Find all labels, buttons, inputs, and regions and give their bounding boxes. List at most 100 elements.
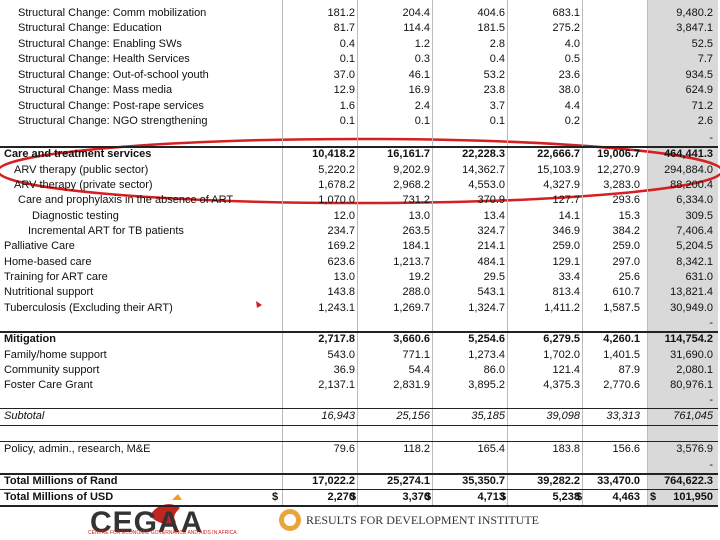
column-divider — [282, 0, 283, 506]
row-label: Care and prophylaxis in the absence of A… — [18, 194, 234, 206]
r4d-logo-icon — [279, 509, 301, 531]
cell-value: 370.9 — [477, 194, 505, 206]
cell-value: 683.1 — [552, 7, 580, 19]
cell-value: 4.0 — [564, 38, 580, 50]
cell-value: 14,362.7 — [462, 164, 505, 176]
cell-value: 404.6 — [477, 7, 505, 19]
cell-value: 0.1 — [489, 115, 505, 127]
total-value: 3,847.1 — [676, 22, 713, 34]
cell-value: 5,254.6 — [468, 333, 505, 345]
cell-value: 33,313 — [606, 410, 640, 422]
cell-value: 23.6 — [558, 69, 580, 81]
row-label: Mitigation — [4, 333, 56, 345]
total-value: 101,950 — [673, 491, 713, 503]
cell-value: 2.4 — [414, 100, 430, 112]
cell-value: 2,770.6 — [603, 379, 640, 391]
cell-value: 1,678.2 — [318, 179, 355, 191]
cell-value: 36.9 — [333, 364, 355, 376]
row-divider — [0, 425, 718, 426]
total-value: 8,342.1 — [676, 256, 713, 268]
row-label: Community support — [4, 364, 100, 376]
total-value: - — [709, 394, 713, 406]
cegaa-logo-icon — [150, 494, 182, 524]
cell-value: 79.6 — [333, 443, 355, 455]
cell-value: 15.3 — [618, 210, 640, 222]
cell-value: 33.4 — [558, 271, 580, 283]
cell-value: 16.9 — [408, 84, 430, 96]
cell-value: 2,137.1 — [318, 379, 355, 391]
cell-value: 771.1 — [402, 349, 430, 361]
currency-sign: $ — [576, 491, 583, 503]
cell-value: 4.4 — [564, 100, 580, 112]
cell-value: 23.8 — [483, 84, 505, 96]
total-value: 3,576.9 — [676, 443, 713, 455]
row-divider — [0, 441, 718, 442]
cell-value: 9,202.9 — [393, 164, 430, 176]
cell-value: 1,702.0 — [543, 349, 580, 361]
row-label: Palliative Care — [4, 240, 75, 252]
total-value: 7.7 — [697, 53, 713, 65]
row-label: Total Millions of Rand — [4, 475, 118, 487]
cell-value: 19,006.7 — [597, 148, 640, 160]
total-value: 309.5 — [685, 210, 713, 222]
cell-value: 543.1 — [477, 286, 505, 298]
currency-sign: $ — [350, 491, 357, 503]
row-label: Home-based care — [4, 256, 92, 268]
cell-value: 3,660.6 — [393, 333, 430, 345]
cell-value: 384.2 — [612, 225, 640, 237]
cell-value: 181.5 — [477, 22, 505, 34]
cell-value: 1,213.7 — [393, 256, 430, 268]
cell-value: 2,270 — [327, 491, 355, 503]
row-divider — [0, 331, 718, 333]
cell-value: 13.0 — [408, 210, 430, 222]
cell-value: 22,228.3 — [462, 148, 505, 160]
cell-value: 6,279.5 — [543, 333, 580, 345]
total-value: 52.5 — [691, 38, 713, 50]
cell-value: 214.1 — [477, 240, 505, 252]
cell-value: 3,283.0 — [603, 179, 640, 191]
cell-value: 143.8 — [327, 286, 355, 298]
row-label: Diagnostic testing — [32, 210, 119, 222]
cell-value: 121.4 — [552, 364, 580, 376]
cell-value: 5,238 — [552, 491, 580, 503]
total-value: 764,622.3 — [664, 475, 713, 487]
column-divider — [357, 0, 358, 506]
red-mark — [256, 301, 262, 308]
row-divider — [0, 408, 718, 409]
cell-value: 129.1 — [552, 256, 580, 268]
cell-value: 1,273.4 — [468, 349, 505, 361]
cell-value: 22,666.7 — [537, 148, 580, 160]
cell-value: 543.0 — [327, 349, 355, 361]
cell-value: 1,269.7 — [393, 302, 430, 314]
cell-value: 127.7 — [552, 194, 580, 206]
cell-value: 1,411.2 — [544, 302, 580, 314]
total-value: - — [709, 317, 713, 329]
cell-value: 13.4 — [483, 210, 505, 222]
row-label: Training for ART care — [4, 271, 108, 283]
row-label: Nutritional support — [4, 286, 94, 298]
cell-value: 169.2 — [327, 240, 355, 252]
column-divider — [582, 0, 583, 506]
column-divider — [432, 0, 433, 506]
cell-value: 2.8 — [489, 38, 505, 50]
total-value: 71.2 — [691, 100, 713, 112]
row-label: Structural Change: Education — [18, 22, 162, 34]
row-label: Tuberculosis (Excluding their ART) — [4, 302, 173, 314]
cell-value: 12.0 — [333, 210, 355, 222]
total-value: 631.0 — [685, 271, 713, 283]
highlight-ellipse — [0, 137, 720, 205]
cell-value: 293.6 — [612, 194, 640, 206]
row-label: Structural Change: Mass media — [18, 84, 173, 96]
cell-value: 234.7 — [327, 225, 355, 237]
cell-value: 1,324.7 — [468, 302, 505, 314]
cell-value: 183.8 — [552, 443, 580, 455]
currency-sign: $ — [425, 491, 432, 503]
cell-value: 25,156 — [396, 410, 430, 422]
row-label: Structural Change: Health Services — [18, 53, 190, 65]
total-value: 5,204.5 — [676, 240, 713, 252]
cell-value: 346.9 — [552, 225, 580, 237]
cell-value: 1,070.0 — [318, 194, 355, 206]
cell-value: 81.7 — [333, 22, 355, 34]
cell-value: 87.9 — [618, 364, 640, 376]
